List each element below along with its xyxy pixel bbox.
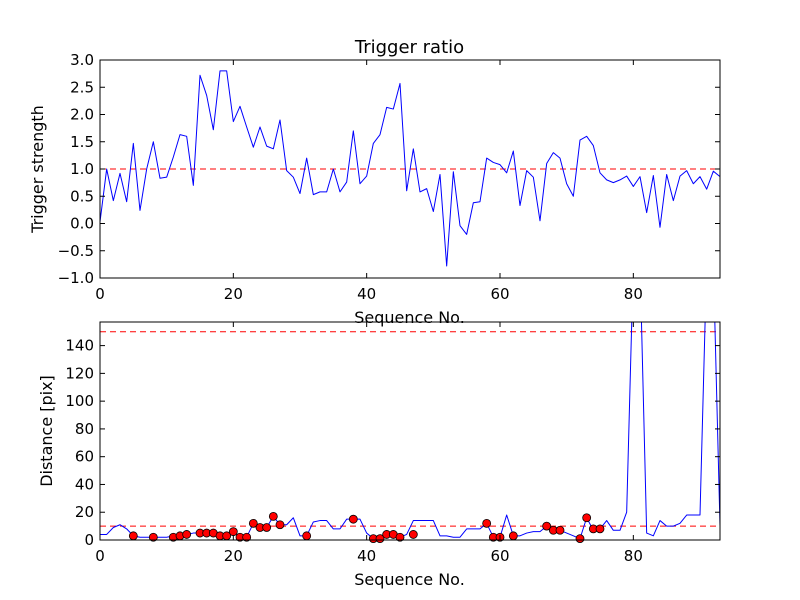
data-point [542, 521, 552, 531]
y-tick-label: 100 [65, 392, 94, 410]
x-tick-label: 40 [357, 547, 376, 565]
y-tick-label: −1.0 [58, 269, 94, 287]
x-tick-label: 20 [224, 285, 243, 303]
y-tick-label: 140 [65, 337, 94, 355]
data-point [395, 532, 405, 542]
data-point [148, 532, 158, 542]
y-tick-label: 0.0 [70, 215, 94, 233]
x-tick-label: 0 [95, 285, 105, 303]
plot-frame [99, 321, 721, 541]
y-axis-label: Trigger strength [28, 105, 47, 234]
data-point [275, 520, 285, 530]
data-point [228, 527, 238, 537]
y-tick-label: 60 [75, 448, 94, 466]
data-point [482, 518, 492, 528]
y-tick-label: 1.5 [70, 133, 94, 151]
y-tick-label: 120 [65, 364, 94, 382]
data-point [128, 531, 138, 541]
data-point [508, 531, 518, 541]
trigger-ratio-chart: Trigger ratio 0 20 40 60 80 −1.0 −0.5 0.0 0.5 1.0… [28, 37, 721, 327]
x-tick-label: 80 [624, 285, 643, 303]
y-tick-label: 2.5 [70, 78, 94, 96]
x-axis-label: Sequence No. [354, 570, 465, 589]
y-tick-label: 20 [75, 503, 94, 521]
data-point [302, 531, 312, 541]
chart-title: Trigger ratio [354, 37, 464, 58]
data-point [575, 534, 585, 544]
y-tick-label: 0.5 [70, 187, 94, 205]
data-point [408, 530, 418, 539]
x-axis-label: Sequence No. [354, 308, 465, 327]
data-point [248, 518, 258, 528]
data-point [375, 534, 385, 544]
x-tick-label: 40 [357, 285, 376, 303]
data-point [242, 532, 252, 542]
x-tick-label: 20 [224, 547, 243, 565]
y-tick-label: −0.5 [58, 242, 94, 260]
data-point [582, 513, 592, 523]
y-axis-label: Distance [pix] [37, 375, 56, 487]
y-tick-label: 40 [75, 475, 94, 493]
y-tick-label: 3.0 [70, 51, 94, 69]
y-tick-label: 2.0 [70, 106, 94, 124]
data-point [268, 511, 278, 521]
x-tick-label: 80 [624, 547, 643, 565]
data-point [182, 530, 192, 539]
data-point [595, 524, 605, 534]
y-tick-label: 0 [84, 531, 94, 549]
y-tick-label: 80 [75, 420, 94, 438]
distance-chart: 0 20 40 60 80 0 20 40 60 80 100 120 140 Sequence No.… [37, 321, 721, 589]
x-tick-label: 60 [490, 547, 509, 565]
data-point [348, 514, 358, 524]
x-tick-label: 0 [95, 547, 105, 565]
series-line [100, 70, 720, 267]
data-point [555, 525, 565, 535]
data-point [262, 523, 272, 532]
y-tick-label: 1.0 [70, 160, 94, 178]
x-tick-label: 60 [490, 285, 509, 303]
